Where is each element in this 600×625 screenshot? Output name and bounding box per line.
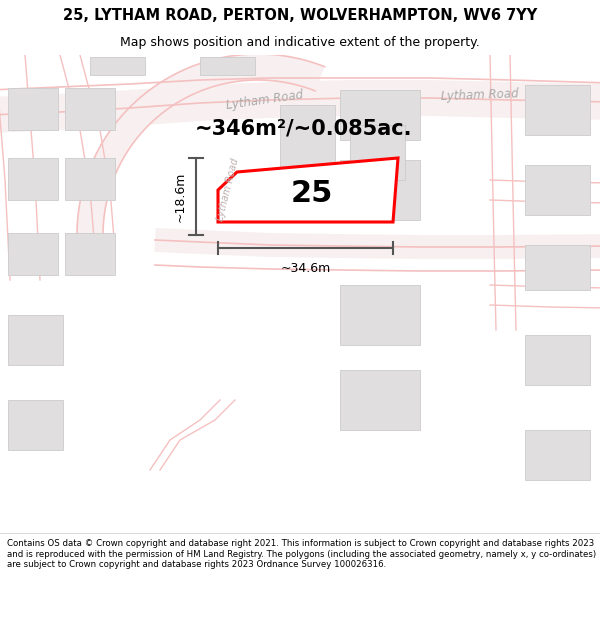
Polygon shape: [340, 90, 420, 140]
Polygon shape: [280, 105, 335, 180]
Polygon shape: [350, 125, 405, 180]
Text: 25: 25: [291, 179, 333, 209]
Polygon shape: [0, 85, 600, 128]
Polygon shape: [340, 370, 420, 430]
Polygon shape: [65, 158, 115, 200]
Text: Contains OS data © Crown copyright and database right 2021. This information is : Contains OS data © Crown copyright and d…: [7, 539, 596, 569]
Polygon shape: [340, 160, 420, 220]
Polygon shape: [200, 57, 255, 75]
Polygon shape: [525, 85, 590, 135]
Text: ~18.6m: ~18.6m: [173, 171, 187, 222]
Polygon shape: [0, 80, 600, 133]
Polygon shape: [8, 315, 63, 365]
Text: Lytham Road: Lytham Road: [441, 87, 519, 103]
Polygon shape: [90, 57, 145, 75]
Polygon shape: [525, 245, 590, 290]
Text: Map shows position and indicative extent of the property.: Map shows position and indicative extent…: [120, 36, 480, 49]
Polygon shape: [65, 233, 115, 275]
Polygon shape: [8, 158, 58, 200]
Polygon shape: [65, 88, 115, 130]
Polygon shape: [8, 88, 58, 130]
Polygon shape: [154, 228, 600, 259]
Polygon shape: [525, 165, 590, 215]
Polygon shape: [77, 54, 325, 246]
Polygon shape: [8, 233, 58, 275]
Polygon shape: [8, 400, 63, 450]
Polygon shape: [218, 158, 398, 222]
Polygon shape: [340, 285, 420, 345]
Text: ~34.6m: ~34.6m: [280, 261, 331, 274]
Polygon shape: [525, 335, 590, 385]
Text: 25, LYTHAM ROAD, PERTON, WOLVERHAMPTON, WV6 7YY: 25, LYTHAM ROAD, PERTON, WOLVERHAMPTON, …: [63, 8, 537, 23]
Text: Lytham Road: Lytham Road: [215, 158, 241, 222]
Polygon shape: [525, 430, 590, 480]
Text: Lytham Road: Lytham Road: [226, 88, 304, 112]
Text: ~346m²/~0.085ac.: ~346m²/~0.085ac.: [195, 118, 413, 138]
